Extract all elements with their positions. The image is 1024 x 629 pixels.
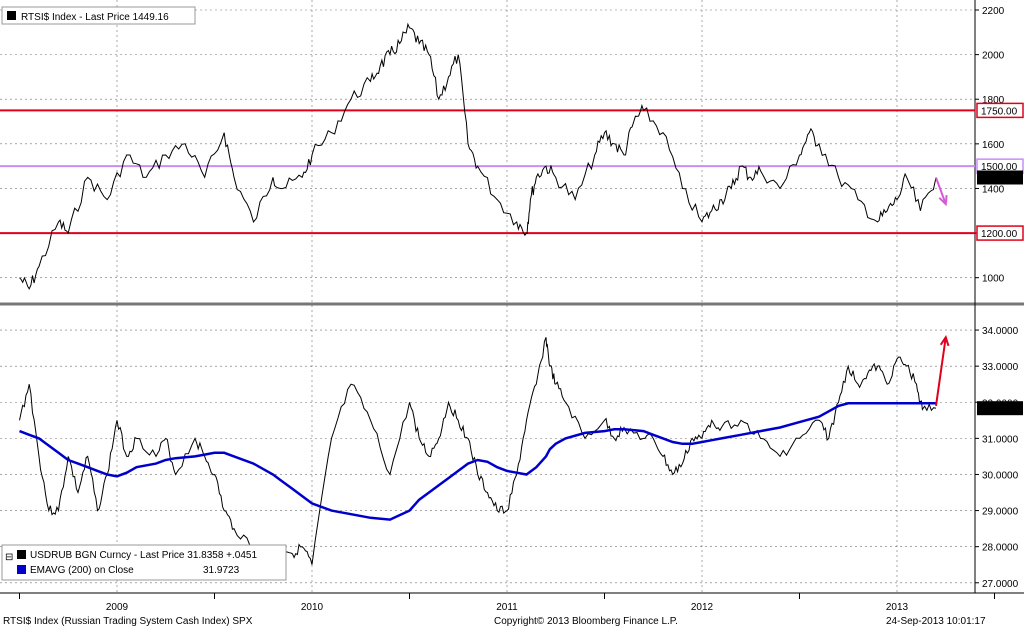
reference-tag-label: 1750.00 [981,106,1018,117]
rtsi-down-arrow-head [938,195,948,207]
last-price-tag-box [977,170,1023,185]
top-panel-series [19,22,937,290]
x-tick-label: 2011 [496,602,518,613]
bottom-y-tick-label: 27.0000 [982,579,1019,590]
top-legend-label: RTSI$ Index - Last Price 1449.16 [21,12,169,23]
top-panel-y-ticks: 1000120014001600180020002200 [975,6,1005,285]
bottom-legend-swatch-price [17,550,26,559]
reference-tag-label: 1500.00 [981,162,1018,173]
vertical-gridlines [116,0,898,593]
top-y-tick-label: 1400 [982,184,1005,195]
bottom-y-tick-label: 29.0000 [982,507,1019,518]
reference-tag-label: 1200.00 [981,229,1018,240]
top-y-tick-label: 2000 [982,51,1005,62]
bottom-legend-price-label: USDRUB BGN Curncy - Last Price 31.8358 +… [30,550,257,561]
top-legend-box [1,6,196,25]
top-legend: RTSI$ Index - Last Price 1449.16 [1,6,196,25]
reference-tag-box [976,225,1024,241]
x-tick-label: 2009 [106,602,129,613]
usdrub-up-arrow-head [939,334,950,347]
reference-lines [0,109,975,235]
top-legend-swatch [7,11,16,20]
top-y-tick-label: 1600 [982,140,1005,151]
bottom-legend-ema-label: EMAVG (200) on Close [30,565,134,576]
bottom-legend-box [1,544,287,581]
top-y-tick-label: 2200 [982,6,1005,17]
usdrub-price-line [19,337,937,566]
x-tick-label: 2013 [886,602,909,613]
footer-copyright: Copyright© 2013 Bloomberg Finance L.P. [494,616,678,627]
bottom-y-tick-label: 34.0000 [982,326,1019,337]
last-price-tag-label: 1449.16 [981,173,1018,184]
bottom-panel-series [19,337,937,566]
bottom-y-tick-label: 28.0000 [982,543,1019,554]
bottom-y-tick-label: 31.0000 [982,434,1019,445]
x-axis-ticks: 2009 2010 2011 2012 2013 [19,593,995,613]
value-tags: 1750.00 1500.00 1200.00 1449.16 31.8358 [976,102,1024,416]
bottom-legend-ema-value: 31.9723 [203,565,240,576]
x-tick-label: 2010 [301,602,324,613]
bottom-y-tick-label: 30.0000 [982,470,1019,481]
usdrub-up-arrow-shaft [935,337,947,407]
footer-source: RTSI$ Index (Russian Trading System Cash… [3,616,253,627]
bottom-legend-swatch-ema [17,565,26,574]
top-y-tick-label: 1800 [982,95,1005,106]
top-y-tick-label: 1000 [982,274,1005,285]
last-price-tag-box [977,401,1023,416]
bottom-legend-expand-icon[interactable]: ⊟ [5,552,13,563]
last-price-tag-label: 31.8358 [980,404,1017,415]
rtsi-price-line [19,22,937,290]
x-tick-label: 2012 [691,602,714,613]
ema-200-line [19,402,936,521]
bottom-legend: USDRUB BGN Curncy - Last Price 31.8358 +… [1,544,287,581]
rtsi-down-arrow-shaft [935,177,947,205]
reference-tag-box [976,102,1024,119]
bottom-panel-y-ticks: 27.000028.000029.000030.000031.000032.00… [975,326,1019,590]
annotation-arrows [935,177,950,407]
bottom-y-tick-label: 33.0000 [982,362,1019,373]
top-panel-frame [0,0,975,303]
footer-timestamp: 24-Sep-2013 10:01:17 [886,616,986,627]
